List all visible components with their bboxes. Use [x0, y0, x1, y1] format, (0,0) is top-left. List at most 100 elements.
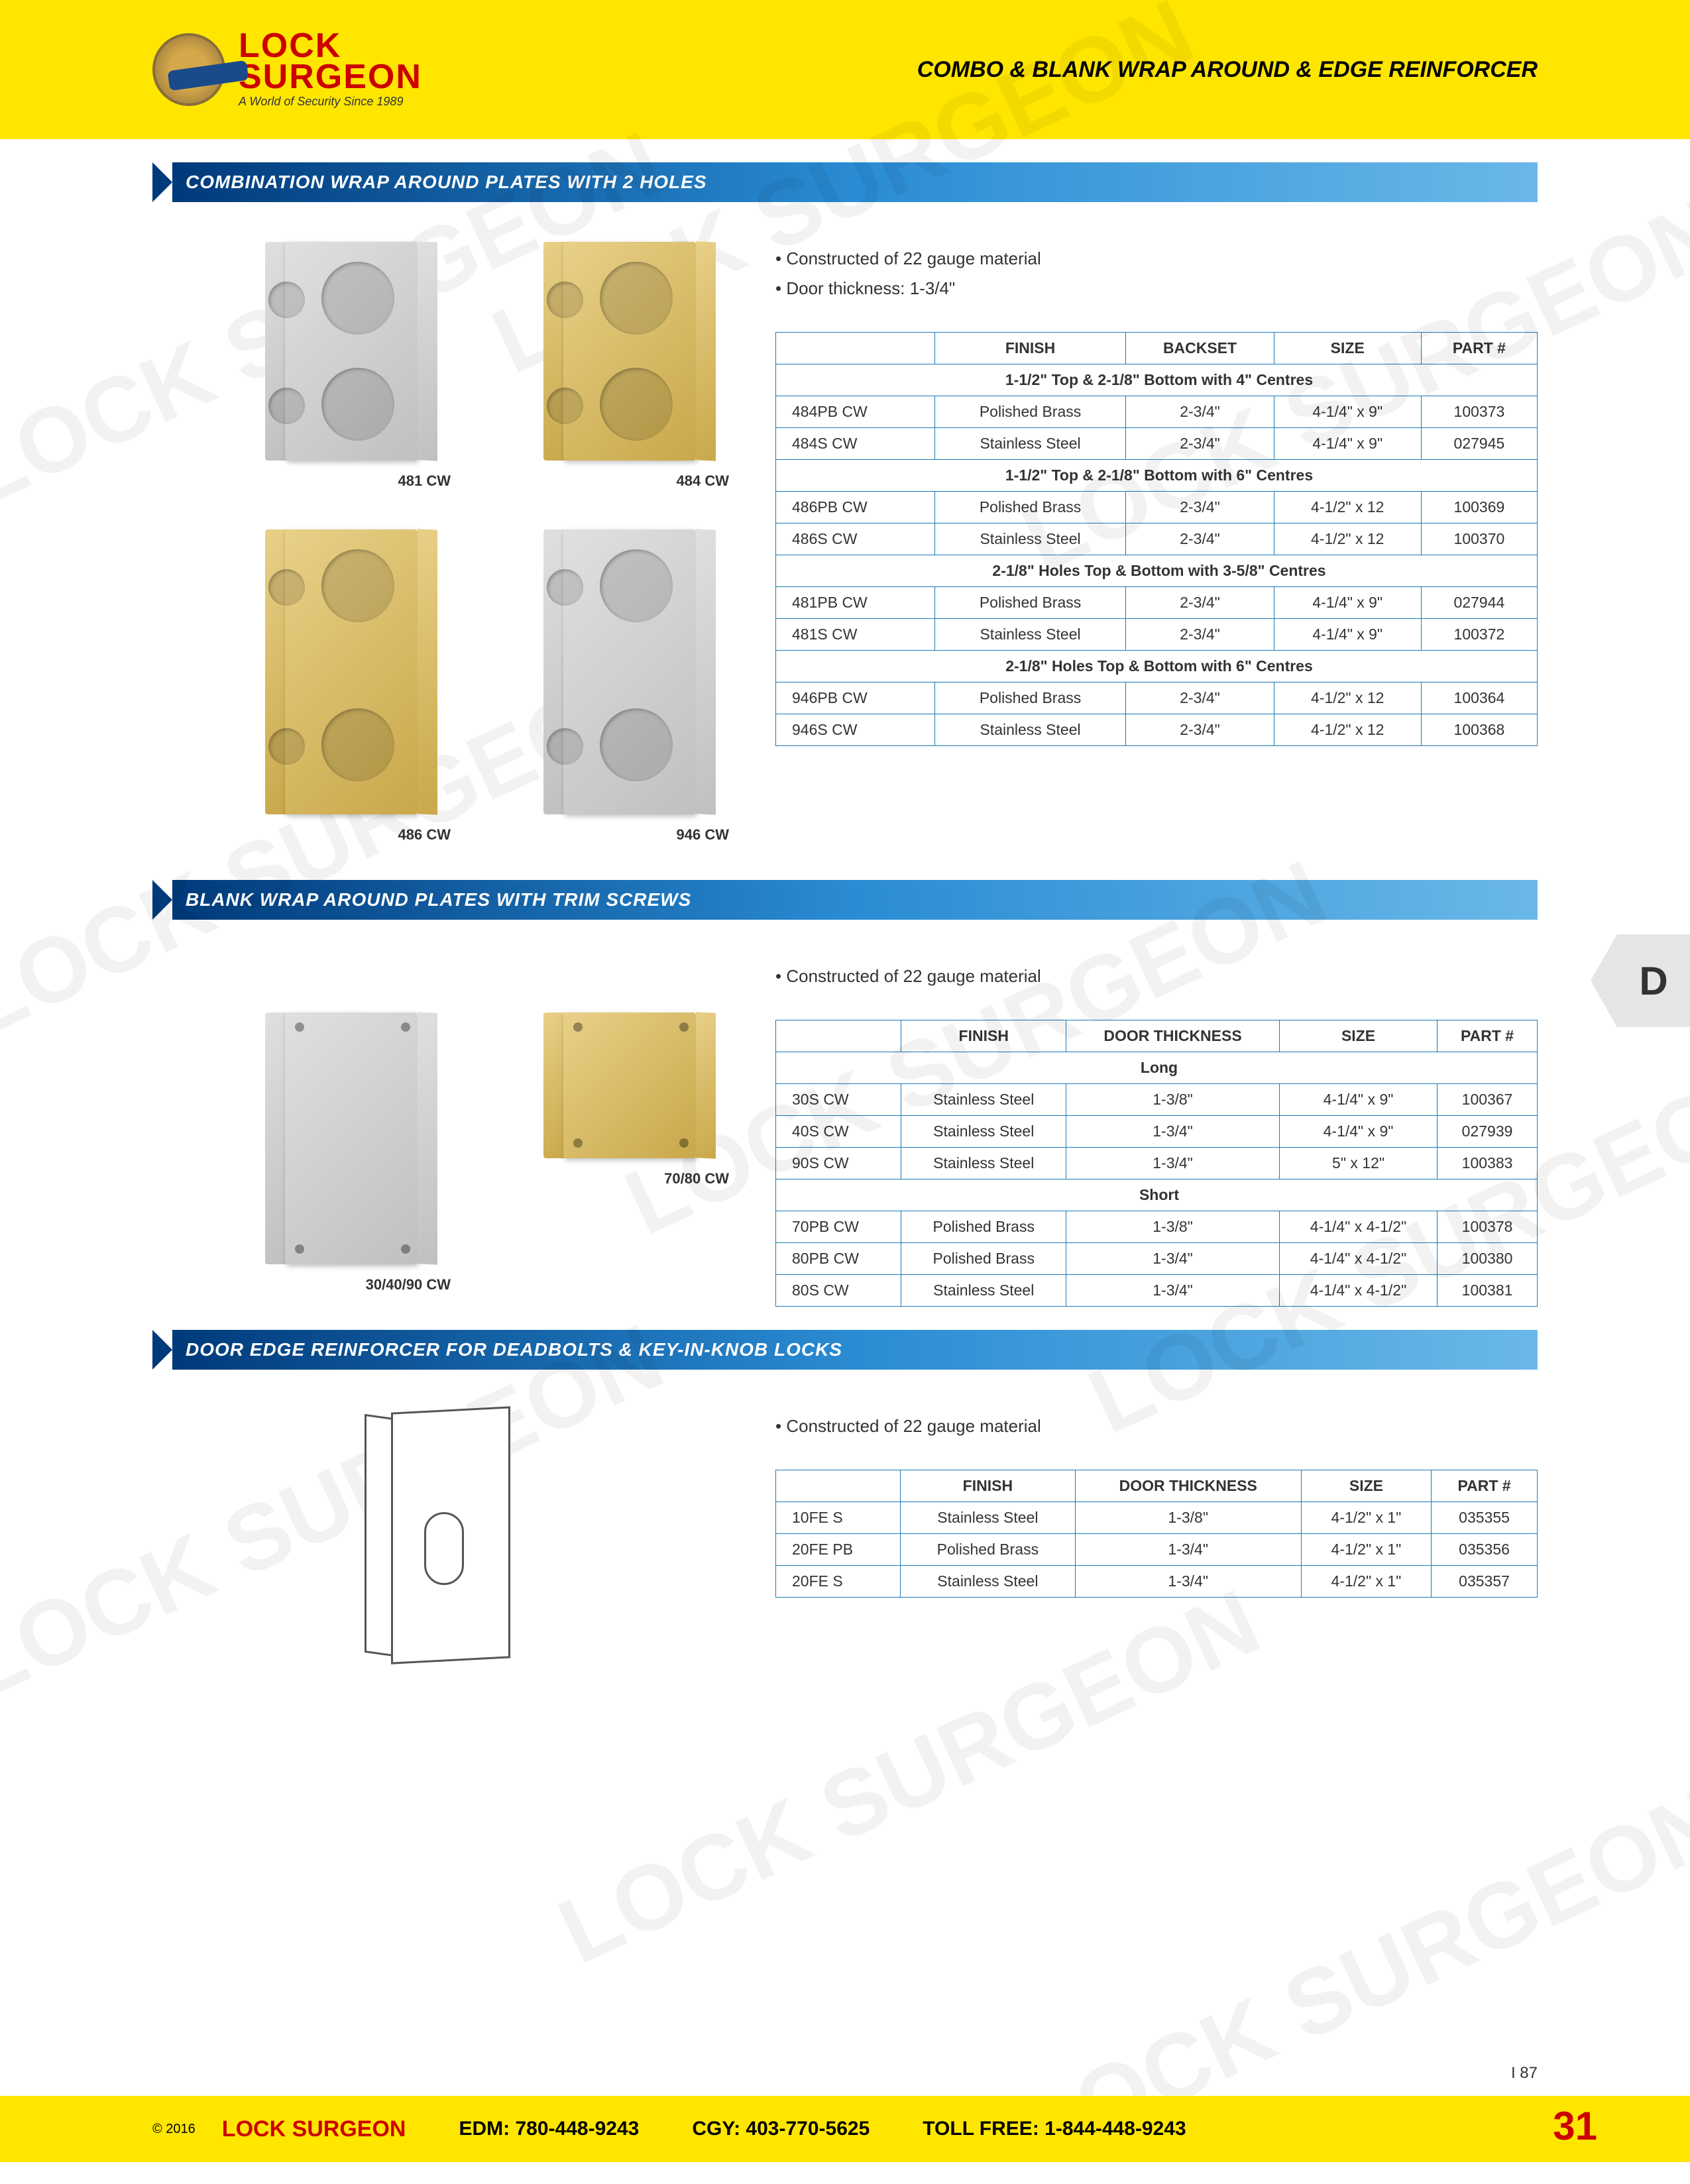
- footer-toll: TOLL FREE: 1-844-448-9243: [923, 2118, 1186, 2140]
- table-header: FINISH: [901, 1470, 1076, 1502]
- table-cell: Polished Brass: [934, 492, 1126, 523]
- footer-edm: EDM: 780-448-9243: [459, 2118, 639, 2140]
- image-label: 30/40/90 CW: [366, 1276, 451, 1293]
- table-row: 90S CWStainless Steel1-3/4"5" x 12"10038…: [776, 1148, 1538, 1179]
- table-cell: 4-1/4" x 9": [1274, 396, 1421, 428]
- table-header: BACKSET: [1126, 333, 1274, 364]
- table-cell: 1-3/4": [1075, 1566, 1301, 1598]
- bullet-text: • Door thickness: 1-3/4": [775, 278, 1538, 299]
- bullet-text: • Constructed of 22 gauge material: [775, 248, 1538, 269]
- table-cell: 5" x 12": [1280, 1148, 1437, 1179]
- table-cell: 100364: [1421, 682, 1537, 714]
- table-cell: 2-3/4": [1126, 523, 1274, 555]
- product-image: 946 CW: [464, 529, 716, 844]
- table-cell: 90S CW: [776, 1148, 901, 1179]
- table-header: PART #: [1432, 1470, 1538, 1502]
- table-row: 30S CWStainless Steel1-3/8"4-1/4" x 9"10…: [776, 1084, 1538, 1116]
- table-cell: 80PB CW: [776, 1243, 901, 1275]
- table-cell: 2-3/4": [1126, 619, 1274, 651]
- catalog-page: LOCK SURGEON LOCK SURGEON LOCK SURGEON L…: [0, 0, 1690, 2162]
- table-cell: Stainless Steel: [934, 523, 1126, 555]
- table-header: FINISH: [901, 1020, 1066, 1052]
- section3-bullets: • Constructed of 22 gauge material: [775, 1416, 1538, 1437]
- page-number: 31: [1553, 2103, 1597, 2149]
- section2-table: FINISHDOOR THICKNESSSIZEPART #Long30S CW…: [775, 1020, 1538, 1307]
- table-cell: 484S CW: [776, 428, 935, 460]
- table-cell: 2-3/4": [1126, 492, 1274, 523]
- chevron-icon: [152, 1330, 172, 1370]
- table-cell: 2-3/4": [1126, 682, 1274, 714]
- table-cell: Stainless Steel: [901, 1148, 1066, 1179]
- table-cell: 100368: [1421, 714, 1537, 746]
- table-cell: 70PB CW: [776, 1211, 901, 1243]
- table-cell: Polished Brass: [901, 1211, 1066, 1243]
- table-header: PART #: [1437, 1020, 1538, 1052]
- table-cell: 4-1/4" x 4-1/2": [1280, 1211, 1437, 1243]
- table-cell: 4-1/2" x 12: [1274, 714, 1421, 746]
- table-cell: Polished Brass: [934, 682, 1126, 714]
- table-cell: 035357: [1432, 1566, 1538, 1598]
- table-cell: 100372: [1421, 619, 1537, 651]
- table-header: SIZE: [1274, 333, 1421, 364]
- table-cell: 20FE PB: [776, 1534, 901, 1566]
- table-cell: Stainless Steel: [901, 1116, 1066, 1148]
- edge-reinforcer-icon: [365, 1409, 537, 1661]
- table-cell: 4-1/2" x 12: [1274, 682, 1421, 714]
- table-cell: 100380: [1437, 1243, 1538, 1275]
- bullet-text: • Constructed of 22 gauge material: [775, 966, 1538, 987]
- product-image: 70/80 CW: [464, 1012, 716, 1293]
- table-cell: 1-3/8": [1066, 1211, 1280, 1243]
- table-row: 481PB CWPolished Brass2-3/4"4-1/4" x 9"0…: [776, 587, 1538, 619]
- table-cell: 4-1/4" x 9": [1274, 619, 1421, 651]
- table-cell: 2-3/4": [1126, 396, 1274, 428]
- table-cell: Polished Brass: [934, 587, 1126, 619]
- chevron-icon: [152, 880, 172, 920]
- table-row: 70PB CWPolished Brass1-3/8"4-1/4" x 4-1/…: [776, 1211, 1538, 1243]
- section2-header: BLANK WRAP AROUND PLATES WITH TRIM SCREW…: [152, 880, 1538, 920]
- table-header: FINISH: [934, 333, 1126, 364]
- table-row: 484S CWStainless Steel2-3/4"4-1/4" x 9"0…: [776, 428, 1538, 460]
- table-cell: 100367: [1437, 1084, 1538, 1116]
- section2-images: 30/40/90 CW 70/80 CW: [152, 946, 749, 1307]
- image-label: 946 CW: [677, 826, 729, 844]
- table-header: SIZE: [1280, 1020, 1437, 1052]
- page-title: COMBO & BLANK WRAP AROUND & EDGE REINFOR…: [917, 57, 1538, 83]
- image-label: 486 CW: [398, 826, 451, 844]
- table-cell: Stainless Steel: [934, 428, 1126, 460]
- table-cell: 4-1/4" x 4-1/2": [1280, 1275, 1437, 1307]
- table-cell: Polished Brass: [934, 396, 1126, 428]
- table-cell: 4-1/4" x 4-1/2": [1280, 1243, 1437, 1275]
- table-cell: 481S CW: [776, 619, 935, 651]
- table-header-row: FINISHDOOR THICKNESSSIZEPART #: [776, 1020, 1538, 1052]
- logo-text-2: SURGEON: [239, 62, 422, 93]
- small-page-number: I 87: [1511, 2064, 1538, 2083]
- table-row: 80S CWStainless Steel1-3/4"4-1/4" x 4-1/…: [776, 1275, 1538, 1307]
- table-cell: 035356: [1432, 1534, 1538, 1566]
- table-cell: 4-1/4" x 9": [1280, 1084, 1437, 1116]
- table-cell: Polished Brass: [901, 1534, 1076, 1566]
- table-cell: 4-1/2" x 1": [1301, 1534, 1431, 1566]
- footer-bar: © 2016 LOCK SURGEON EDM: 780-448-9243 CG…: [0, 2096, 1690, 2162]
- table-subhead: 1-1/2" Top & 2-1/8" Bottom with 6" Centr…: [776, 460, 1538, 492]
- image-label: 481 CW: [398, 472, 451, 490]
- table-row: 946PB CWPolished Brass2-3/4"4-1/2" x 121…: [776, 682, 1538, 714]
- section2-title: BLANK WRAP AROUND PLATES WITH TRIM SCREW…: [172, 880, 1538, 920]
- table-cell: 4-1/4" x 9": [1274, 428, 1421, 460]
- table-subhead: 1-1/2" Top & 2-1/8" Bottom with 4" Centr…: [776, 364, 1538, 396]
- table-cell: 4-1/2" x 12: [1274, 492, 1421, 523]
- plate-icon: [265, 529, 437, 814]
- plate-icon: [543, 529, 716, 814]
- section1-table: FINISHBACKSETSIZEPART #1-1/2" Top & 2-1/…: [775, 332, 1538, 746]
- table-cell: 30S CW: [776, 1084, 901, 1116]
- table-cell: 1-3/4": [1066, 1116, 1280, 1148]
- table-row: 20FE SStainless Steel1-3/4"4-1/2" x 1"03…: [776, 1566, 1538, 1598]
- table-cell: 481PB CW: [776, 587, 935, 619]
- section3-header: DOOR EDGE REINFORCER FOR DEADBOLTS & KEY…: [152, 1330, 1538, 1370]
- copyright: © 2016: [152, 2122, 196, 2137]
- table-cell: 486S CW: [776, 523, 935, 555]
- plate-icon: [265, 242, 437, 461]
- table-header-row: FINISHBACKSETSIZEPART #: [776, 333, 1538, 364]
- table-row: 481S CWStainless Steel2-3/4"4-1/4" x 9"1…: [776, 619, 1538, 651]
- product-image: 486 CW: [186, 529, 437, 844]
- table-header: PART #: [1421, 333, 1537, 364]
